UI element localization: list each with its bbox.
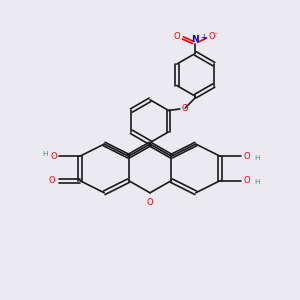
Text: H: H (254, 179, 260, 185)
Text: O: O (182, 104, 188, 113)
Text: H: H (42, 151, 48, 157)
Text: N: N (191, 35, 199, 44)
Text: ⁻: ⁻ (214, 31, 218, 40)
Text: O: O (243, 152, 250, 161)
Text: O: O (243, 176, 250, 185)
Text: O: O (50, 152, 57, 161)
Text: O: O (208, 32, 215, 41)
Text: H: H (254, 155, 260, 161)
Text: O: O (173, 32, 180, 41)
Text: +: + (200, 33, 206, 42)
Text: O: O (147, 198, 153, 207)
Text: O: O (49, 176, 56, 185)
